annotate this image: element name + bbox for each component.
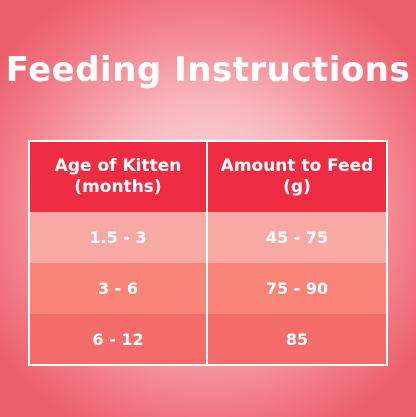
row-1-amount: 45 - 75 [208,212,386,263]
row-1-age: 1.5 - 3 [30,212,208,263]
feeding-table: Age of Kitten (months) Amount to Feed (g… [28,140,388,366]
header-amount: Amount to Feed (g) [208,142,386,212]
row-2-amount: 75 - 90 [208,263,386,314]
row-2-age: 3 - 6 [30,263,208,314]
header-age: Age of Kitten (months) [30,142,208,212]
row-3-age: 6 - 12 [30,314,208,364]
page-title: Feeding Instructions [5,50,411,90]
row-3-amount: 85 [208,314,386,364]
